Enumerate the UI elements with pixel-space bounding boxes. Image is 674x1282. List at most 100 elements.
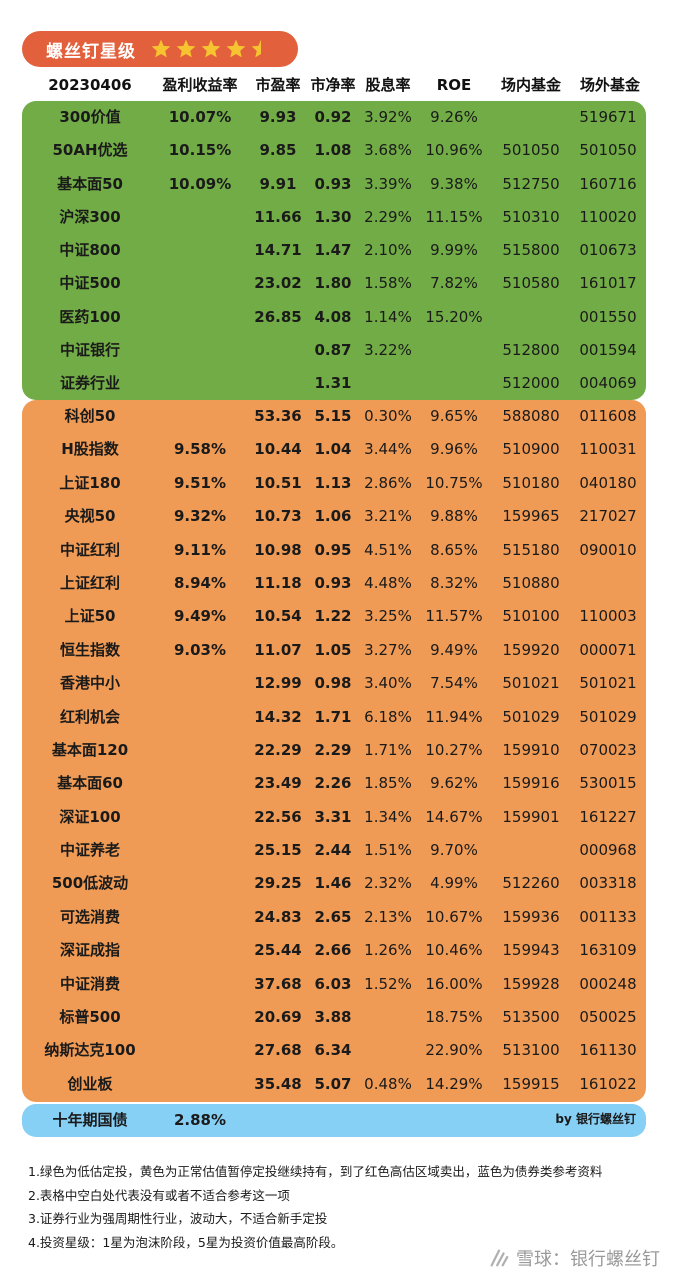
dividend-yield: 3.92% (364, 108, 412, 126)
table-row: 上证180 9.51% 10.51 1.13 2.86% 10.75% 510180 0401… (22, 467, 646, 500)
table-row: 标普500 20.69 3.88 18.75% 513500 050025 (22, 1001, 646, 1034)
pe-ratio: 26.85 (254, 307, 302, 326)
pb-ratio: 2.66 (314, 941, 352, 960)
dividend-yield: 0.30% (364, 407, 412, 425)
earnings-yield (142, 801, 258, 834)
dividend-yield: 2.10% (364, 241, 412, 260)
roe: 11.57% (425, 607, 483, 626)
pb-ratio: 2.26 (314, 774, 352, 793)
star-icon (176, 39, 196, 58)
earnings-yield (142, 701, 258, 734)
roe: 10.27% (425, 740, 483, 759)
author-credit: by 银行螺丝钉 (555, 1112, 636, 1126)
undervalued-section: 300价值 10.07% 9.93 0.92 3.92% 9.26% 519671 50AH优… (22, 101, 646, 400)
snowball-icon (490, 1249, 509, 1267)
table-row: 基本面50 10.09% 9.91 0.93 3.39% 9.38% 512750 16071… (22, 168, 646, 201)
pe-ratio: 22.56 (254, 807, 302, 826)
dividend-yield: 2.86% (364, 473, 412, 492)
offmarket-fund-code: 004069 (579, 374, 637, 393)
pe-ratio: 25.44 (254, 941, 302, 960)
pb-ratio: 5.15 (314, 407, 352, 425)
offmarket-fund-code: 519671 (579, 108, 637, 126)
dividend-yield: 3.68% (364, 141, 412, 160)
earnings-yield: 9.03% (173, 640, 227, 659)
index-name: 纳斯达克100 (44, 1041, 136, 1060)
pb-ratio: 1.22 (314, 607, 352, 626)
dividend-yield: 2.13% (364, 907, 412, 926)
roe: 7.82% (430, 274, 478, 293)
onmarket-fund-code: 512260 (502, 874, 560, 893)
offmarket-fund-code: 163109 (579, 941, 637, 960)
pe-ratio (248, 334, 308, 367)
earnings-yield: 10.15% (168, 141, 232, 160)
roe: 14.67% (425, 807, 483, 826)
onmarket-fund-code: 510310 (502, 207, 560, 226)
table-row: 基本面60 23.49 2.26 1.85% 9.62% 159916 530015 (22, 767, 646, 800)
pb-ratio: 2.29 (314, 740, 352, 759)
earnings-yield: 9.11% (173, 540, 227, 559)
index-name: 基本面120 (51, 740, 129, 759)
pe-ratio: 11.07 (254, 640, 302, 659)
index-name: 中证红利 (59, 540, 120, 559)
onmarket-fund-code: 513100 (502, 1041, 560, 1060)
dividend-yield: 6.18% (364, 707, 412, 726)
pe-ratio: 23.49 (254, 774, 302, 793)
earnings-yield (142, 867, 258, 900)
dividend-yield: 1.26% (364, 941, 412, 960)
pe-ratio: 10.51 (254, 473, 302, 492)
earnings-yield (142, 667, 258, 700)
bond-yield: 2.88% (173, 1111, 227, 1129)
header-date: 20230406 (48, 76, 132, 94)
header-offmarket-fund: 场外基金 (579, 76, 640, 94)
table-row: 500低波动 29.25 1.46 2.32% 4.99% 512260 003318 (22, 867, 646, 900)
onmarket-fund-code (488, 101, 574, 134)
star-icon (201, 39, 221, 58)
roe: 15.20% (425, 307, 483, 326)
index-name: 上证红利 (59, 573, 120, 592)
offmarket-fund-code: 110003 (579, 607, 637, 626)
roe: 9.65% (430, 407, 478, 425)
note-item: 4.投资星级：1星为泡沫阶段，5星为投资价值最高阶段。 (28, 1234, 344, 1250)
earnings-yield (142, 934, 258, 967)
table-row: 央视50 9.32% 10.73 1.06 3.21% 9.88% 159965 217027 (22, 500, 646, 533)
pb-ratio: 1.04 (314, 440, 352, 459)
roe: 7.54% (430, 674, 478, 693)
index-name: 中证消费 (59, 974, 120, 993)
dividend-yield: 3.21% (364, 507, 412, 526)
earnings-yield (142, 1034, 258, 1067)
index-name: 深证成指 (59, 941, 120, 960)
pe-ratio: 23.02 (254, 274, 302, 293)
pe-ratio: 10.44 (254, 440, 302, 459)
roe: 8.65% (430, 540, 478, 559)
dividend-yield: 4.48% (364, 573, 412, 592)
index-name: 红利机会 (59, 707, 120, 726)
onmarket-fund-code (488, 301, 574, 334)
offmarket-fund-code (570, 567, 646, 600)
pb-ratio: 0.93 (314, 174, 352, 193)
index-name: 中证银行 (59, 341, 120, 360)
table-header: 20230406 盈利收益率 市盈率 市净率 股息率 ROE 场内基金 场外基金 (22, 70, 646, 100)
normal-valuation-rows: 科创50 53.36 5.15 0.30% 9.65% 588080 011608 H股指数 9… (22, 400, 646, 1101)
earnings-yield (142, 834, 258, 867)
pe-ratio: 35.48 (254, 1074, 302, 1093)
dividend-yield: 2.29% (364, 207, 412, 226)
roe: 9.62% (430, 774, 478, 793)
earnings-yield (142, 1001, 258, 1034)
pe-ratio: 10.54 (254, 607, 302, 626)
dividend-yield: 1.52% (364, 974, 412, 993)
earnings-yield (142, 201, 258, 234)
index-name: 香港中小 (59, 674, 120, 693)
onmarket-fund-code: 159936 (502, 907, 560, 926)
onmarket-fund-code: 512800 (502, 341, 560, 360)
dividend-yield: 3.25% (364, 607, 412, 626)
table-row: 中证养老 25.15 2.44 1.51% 9.70% 000968 (22, 834, 646, 867)
pe-ratio: 11.66 (254, 207, 302, 226)
pb-ratio: 0.98 (314, 674, 352, 693)
table-row: 科创50 53.36 5.15 0.30% 9.65% 588080 011608 (22, 400, 646, 433)
offmarket-fund-code: 000248 (579, 974, 637, 993)
earnings-yield (142, 301, 258, 334)
roe: 9.38% (430, 174, 478, 193)
pe-ratio: 20.69 (254, 1008, 302, 1027)
pb-ratio: 1.06 (314, 507, 352, 526)
roe: 9.49% (430, 640, 478, 659)
